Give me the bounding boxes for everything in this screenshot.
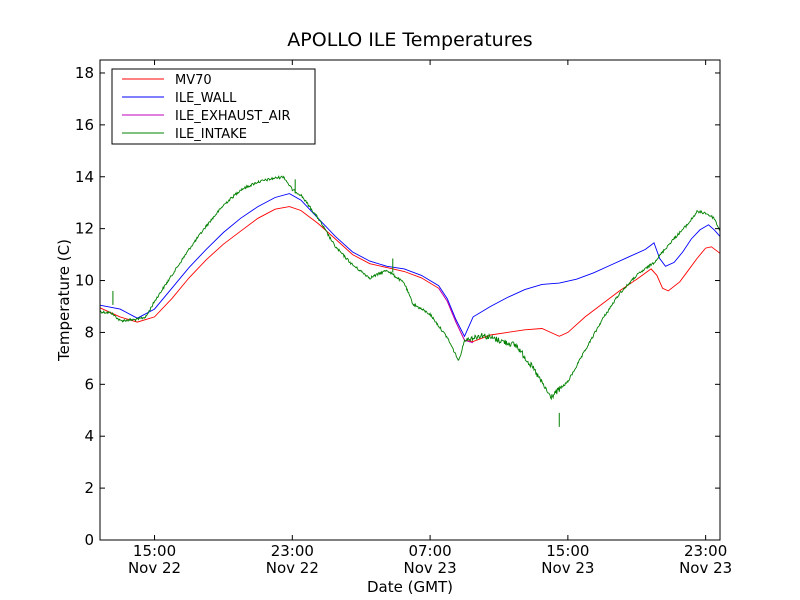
x-axis-label: Date (GMT) [367, 578, 453, 596]
series-layer [99, 175, 721, 427]
x-tick-date-label: Nov 23 [679, 559, 732, 577]
x-tick-label: 23:00 [271, 542, 314, 560]
legend-label: MV70 [175, 73, 212, 88]
y-tick-label: 16 [75, 116, 94, 134]
x-tick-label: 15:00 [133, 542, 176, 560]
x-tick-label: 15:00 [546, 542, 589, 560]
y-tick-label: 12 [75, 220, 94, 238]
y-tick-label: 10 [75, 272, 94, 290]
y-tick-label: 0 [84, 531, 94, 549]
y-tick-label: 2 [84, 479, 94, 497]
x-tick-date-label: Nov 23 [541, 559, 594, 577]
chart-title: APOLLO ILE Temperatures [287, 29, 532, 51]
y-tick-label: 14 [75, 168, 94, 186]
legend-label: ILE_WALL [175, 91, 237, 106]
x-tick-date-label: Nov 22 [128, 559, 181, 577]
y-tick-label: 8 [84, 323, 94, 341]
plot-frame [99, 59, 721, 541]
x-tick-date-label: Nov 23 [404, 559, 457, 577]
y-tick-label: 18 [75, 64, 94, 82]
series-line-0 [99, 206, 721, 342]
x-tick-label: 07:00 [408, 542, 451, 560]
x-tick-date-label: Nov 22 [266, 559, 319, 577]
series-line-2 [438, 288, 474, 344]
series-line-1 [99, 193, 721, 338]
y-axis-label: Temperature (C) [55, 239, 73, 362]
legend: MV70 ILE_WALL ILE_EXHAUST_AIR ILE_INTAKE [111, 68, 316, 145]
x-tick-label: 23:00 [684, 542, 727, 560]
y-tick-label: 4 [84, 427, 94, 445]
legend-label: ILE_EXHAUST_AIR [175, 109, 291, 124]
series-line-3 [99, 175, 721, 401]
y-tick-label: 6 [84, 375, 94, 393]
legend-label: ILE_INTAKE [175, 127, 247, 142]
legend-box [111, 68, 316, 145]
